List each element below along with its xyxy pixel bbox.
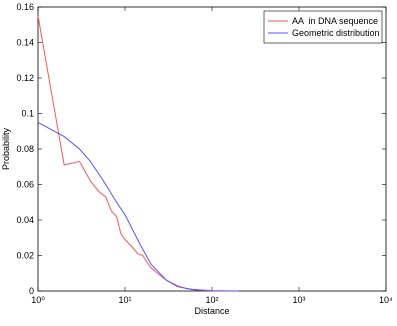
x-tick-label: 10⁴ bbox=[379, 295, 393, 305]
x-axis-label: Distance bbox=[194, 306, 229, 316]
x-tick-label: 10² bbox=[205, 295, 218, 305]
y-tick-label: 0.02 bbox=[16, 251, 34, 261]
series-line bbox=[37, 15, 239, 292]
plot-frame bbox=[37, 6, 387, 292]
series-line bbox=[37, 121, 239, 292]
y-axis-label: Probability bbox=[1, 127, 11, 170]
x-tick-label: 10³ bbox=[292, 295, 305, 305]
legend-label: AA in DNA sequence bbox=[292, 16, 378, 26]
x-tick-label: 10⁰ bbox=[31, 295, 45, 305]
y-tick-label: 0.08 bbox=[16, 144, 34, 154]
x-tick-label: 10¹ bbox=[118, 295, 131, 305]
y-tick-label: 0 bbox=[29, 286, 34, 296]
y-tick-label: 0.14 bbox=[16, 38, 34, 48]
legend-label: Geometric distribution bbox=[292, 28, 380, 38]
y-tick-label: 0.06 bbox=[16, 180, 34, 190]
y-tick-label: 0.04 bbox=[16, 215, 34, 225]
y-tick-label: 0.16 bbox=[16, 2, 34, 12]
y-tick-label: 0.12 bbox=[16, 73, 34, 83]
legend-box bbox=[263, 10, 383, 44]
y-tick-label: 0.1 bbox=[21, 109, 34, 119]
